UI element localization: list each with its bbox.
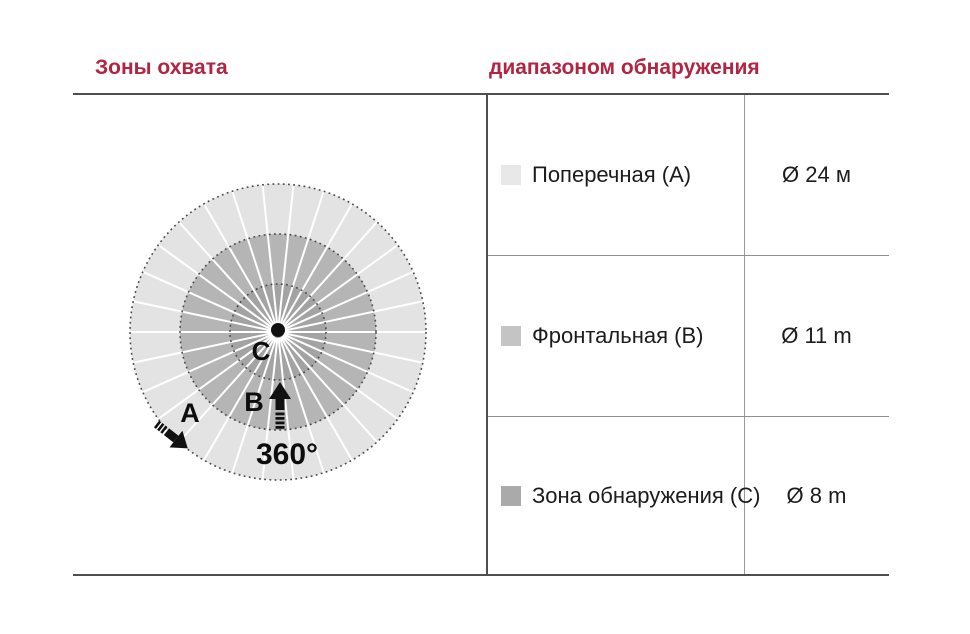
zone-b-arrow-icon xyxy=(269,382,291,429)
spoke-line xyxy=(278,190,325,327)
zone-b-label: B xyxy=(244,387,264,417)
bottom-rule xyxy=(73,574,889,576)
zone-b-diameter-value: Ø 11 m xyxy=(781,323,852,348)
zone-a-dotted-border xyxy=(129,183,427,481)
table-column-separator xyxy=(744,95,745,574)
spoke-line xyxy=(178,335,275,443)
spoke-line xyxy=(157,334,274,420)
table-row: Фронтальная (B) xyxy=(488,256,744,416)
zone-b-row-label: Фронтальная (B) xyxy=(532,323,704,348)
spoke-line xyxy=(231,190,278,327)
spoke-line xyxy=(157,244,274,330)
zone-c-dotted-border xyxy=(229,283,327,381)
spoke-line xyxy=(133,300,273,332)
spoke-line xyxy=(282,334,399,420)
spoke-line xyxy=(281,221,378,329)
table-left-border xyxy=(486,93,488,576)
spoke-line xyxy=(142,270,273,331)
spoke-line xyxy=(283,332,423,364)
table-row-separator xyxy=(488,255,889,256)
zone-c-color-swatch xyxy=(501,485,521,506)
spoke-line xyxy=(142,333,273,394)
zone-a-row-label: Поперечная (A) xyxy=(532,162,692,187)
spoke-line xyxy=(277,337,295,480)
spoke-line xyxy=(282,244,399,330)
spoke-line xyxy=(283,300,423,332)
table-row-separator xyxy=(488,416,889,417)
spokes-group xyxy=(130,184,426,480)
spoke-line xyxy=(280,336,353,461)
rotation-360-label: 360° xyxy=(256,438,318,471)
spoke-line xyxy=(231,337,278,474)
spoke-line xyxy=(178,221,275,329)
spoke-line xyxy=(283,333,414,394)
zone-b-dotted-border xyxy=(179,233,377,431)
zone-a-color-swatch xyxy=(501,165,521,185)
coverage-zones-diagram: C B A 360° xyxy=(129,183,427,481)
spoke-line xyxy=(203,336,276,461)
spoke-line xyxy=(133,332,273,364)
left-section-title: Зоны охвата xyxy=(95,56,228,79)
table-row: Поперечная (A) xyxy=(488,95,744,255)
zone-c-diameter-value: Ø 8 m xyxy=(786,482,847,508)
zone-c-row-label: Зона обнаружения (C) xyxy=(532,482,761,508)
spoke-line xyxy=(203,203,276,328)
spoke-line xyxy=(261,337,279,480)
right-section-title: диапазоном обнаружения xyxy=(489,56,760,79)
top-rule xyxy=(73,93,889,95)
spoke-line xyxy=(261,184,279,327)
spoke-line xyxy=(281,335,378,443)
spoke-line xyxy=(283,270,414,331)
zone-a-arrow-icon xyxy=(153,420,188,449)
zone-a-diameter-value: Ø 24 м xyxy=(782,162,851,187)
table-row: Зона обнаружения (C) xyxy=(488,417,760,574)
zone-c-label: C xyxy=(252,336,271,366)
spoke-line xyxy=(278,337,325,474)
zone-b-color-swatch xyxy=(501,326,521,346)
spoke-line xyxy=(277,184,295,327)
sensor-center-dot xyxy=(271,323,285,337)
spoke-line xyxy=(280,203,353,328)
zone-a-label: A xyxy=(180,398,200,428)
